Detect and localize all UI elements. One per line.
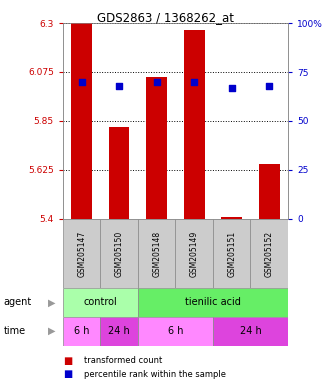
Text: time: time — [3, 326, 25, 336]
Text: GSM205149: GSM205149 — [190, 230, 199, 276]
Point — [192, 79, 197, 85]
Point — [117, 83, 122, 89]
Bar — [109, 127, 129, 219]
Text: control: control — [83, 297, 117, 308]
Text: 6 h: 6 h — [74, 326, 89, 336]
Point — [229, 84, 234, 91]
Text: GSM205151: GSM205151 — [227, 230, 236, 276]
Point — [154, 79, 159, 85]
Bar — [100, 317, 138, 346]
Bar — [213, 219, 251, 288]
Bar — [63, 317, 100, 346]
Text: 24 h: 24 h — [240, 326, 261, 336]
Point — [266, 83, 272, 89]
Text: ■: ■ — [63, 369, 72, 379]
Bar — [63, 219, 100, 288]
Text: 24 h: 24 h — [108, 326, 130, 336]
Bar — [175, 219, 213, 288]
Text: ▶: ▶ — [48, 326, 55, 336]
Bar — [259, 164, 279, 219]
Bar — [146, 78, 167, 219]
Text: 6 h: 6 h — [168, 326, 183, 336]
Bar — [213, 317, 288, 346]
Text: percentile rank within the sample: percentile rank within the sample — [84, 370, 226, 379]
Text: GSM205147: GSM205147 — [77, 230, 86, 276]
Text: GSM205150: GSM205150 — [115, 230, 124, 276]
Text: GDS2863 / 1368262_at: GDS2863 / 1368262_at — [97, 12, 234, 25]
Bar — [138, 288, 288, 317]
Text: tienilic acid: tienilic acid — [185, 297, 241, 308]
Bar — [138, 317, 213, 346]
Point — [79, 79, 84, 85]
Bar — [100, 219, 138, 288]
Text: ■: ■ — [63, 356, 72, 366]
Bar — [251, 219, 288, 288]
Bar — [71, 23, 92, 219]
Bar — [184, 30, 205, 219]
Text: ▶: ▶ — [48, 297, 55, 308]
Text: GSM205148: GSM205148 — [152, 230, 161, 276]
Bar — [221, 217, 242, 219]
Text: transformed count: transformed count — [84, 356, 163, 366]
Text: agent: agent — [3, 297, 31, 308]
Text: GSM205152: GSM205152 — [265, 230, 274, 276]
Bar — [138, 219, 175, 288]
Bar — [63, 288, 138, 317]
